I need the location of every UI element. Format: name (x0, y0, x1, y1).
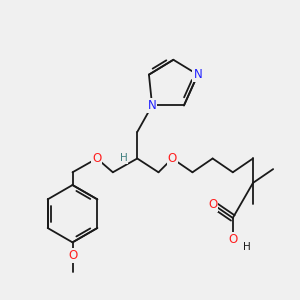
Text: O: O (92, 152, 101, 165)
Text: H: H (243, 242, 250, 252)
Text: O: O (208, 198, 217, 211)
Text: N: N (148, 99, 157, 112)
Text: N: N (194, 68, 202, 81)
Text: O: O (168, 152, 177, 165)
Text: H: H (120, 154, 127, 164)
Text: O: O (228, 233, 237, 246)
Text: O: O (68, 249, 77, 262)
